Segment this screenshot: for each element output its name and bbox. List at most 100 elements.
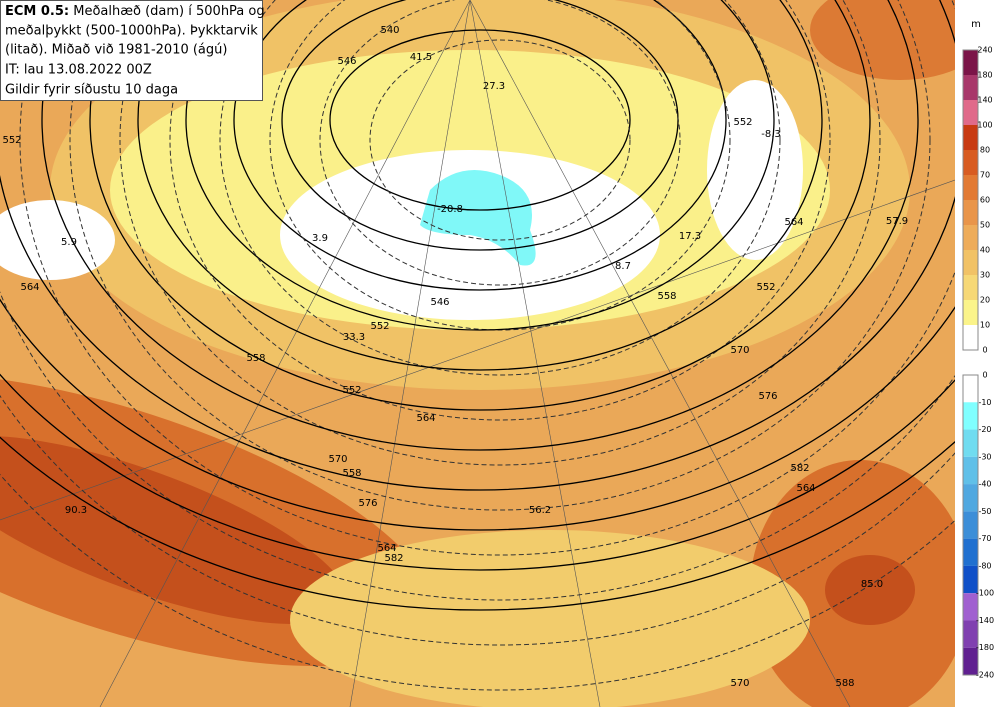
height-contour	[185, 0, 775, 331]
colorbar-tick-label: -20	[978, 425, 991, 434]
contour-label: 3.9	[312, 233, 328, 244]
contour-label: 576	[758, 391, 777, 402]
colorbar-tick-label: 60	[980, 196, 990, 205]
contour-label: 27.3	[483, 81, 505, 92]
colorbar-segment	[963, 484, 978, 512]
colorbar-segment	[963, 402, 978, 430]
model: ECM 0.5:	[5, 4, 69, 19]
meridian	[469, 0, 851, 707]
colorbar-segment	[963, 538, 978, 566]
colorbar-frame	[962, 374, 979, 676]
thickness-contour	[319, 0, 681, 286]
contour-label: 558	[657, 291, 676, 302]
contour-label: 57.9	[886, 216, 908, 227]
title-line: meðalþykkt (500-1000hPa). Þykktarvik	[5, 24, 258, 39]
title: ECM 0.5: Meðalhæð (dam) í 500hPa og	[5, 4, 265, 19]
contour-label: 56.2	[529, 505, 551, 516]
contour-label: 582	[790, 463, 809, 474]
valid-period: Gildir fyrir síðustu 10 daga	[5, 83, 178, 98]
anomaly-area	[825, 555, 915, 625]
height-contour	[41, 0, 919, 451]
contour-label: 582	[384, 553, 403, 564]
colorbar-segment	[963, 593, 978, 621]
title-box	[0, 0, 263, 101]
colorbar-segment	[963, 100, 978, 125]
colorbar-tick-label: -70	[978, 534, 991, 543]
colorbar-tick-label: -180	[976, 643, 994, 652]
contour-label: 564	[796, 483, 815, 494]
colorbar-segment	[963, 200, 978, 225]
meridian	[0, 179, 955, 521]
meridian	[469, 0, 601, 707]
height-contour	[233, 0, 727, 291]
contour-label: 558	[246, 353, 265, 364]
colorbar-segment	[963, 225, 978, 250]
height-contour	[0, 373, 955, 571]
colorbar-tick-label: 10	[980, 321, 990, 330]
meridian	[99, 0, 471, 707]
title-line: (litað). Miðað við 1981-2010 (ágú)	[5, 43, 227, 58]
contour-label: 570	[328, 454, 347, 465]
thickness-contour	[369, 39, 631, 241]
colorbar-tick-label: 20	[980, 296, 990, 305]
anomaly-area	[707, 80, 803, 260]
contour-label: 41.5	[410, 52, 432, 63]
thickness-contour	[0, 290, 955, 601]
anomaly-area	[0, 435, 348, 625]
colorbar-segment	[963, 565, 978, 594]
colorbar-tick-label: -140	[976, 616, 994, 625]
contour-label: 564	[416, 413, 435, 424]
contour-label: 85.0	[861, 579, 883, 590]
colorbar-tick-label: -100	[976, 589, 994, 598]
colorbar-segment	[963, 511, 978, 539]
colorbar-tick-label: 0	[982, 346, 987, 355]
height-contour	[0, 436, 955, 611]
colorbar-tick-label: 50	[980, 221, 990, 230]
anomaly-area	[290, 530, 810, 707]
colorbar-segment	[963, 300, 978, 325]
contour-label: 546	[430, 297, 449, 308]
init-time: IT: lau 13.08.2022 00Z	[5, 63, 152, 78]
contour-label: 564	[20, 282, 39, 293]
colorbar-segment	[963, 175, 978, 200]
colorbar-tick-label: -40	[978, 480, 991, 489]
contour-label: 564	[784, 217, 803, 228]
colorbar-segment	[963, 150, 978, 175]
contour-label: 570	[730, 345, 749, 356]
colorbar-tick-label: -80	[978, 561, 991, 570]
colorbar-tick-label: 180	[977, 71, 992, 80]
colorbar-tick-label: 140	[977, 96, 992, 105]
contour-label: -20.8	[437, 204, 463, 215]
height-contour	[137, 0, 823, 371]
contour-label: 552	[370, 321, 389, 332]
colorbar-segment	[963, 50, 978, 75]
thickness-contour	[69, 0, 931, 511]
contour-label: 546	[337, 56, 356, 67]
contour-label: 90.3	[65, 505, 87, 516]
thickness-contour	[169, 0, 831, 421]
colorbar-tick-label: 30	[980, 271, 990, 280]
colorbar-segment	[963, 375, 978, 403]
unit: m	[971, 19, 981, 30]
colorbar-segment	[963, 250, 978, 275]
height-contour	[0, 0, 955, 491]
contour-label: 552	[756, 282, 775, 293]
colorbar-tick-label: 240	[977, 46, 992, 55]
contour-label: 552	[342, 385, 361, 396]
colorbar-tick-label: 70	[980, 171, 990, 180]
colorbar-segment	[963, 620, 978, 648]
contour-label: 570	[730, 678, 749, 689]
contour-labels: 540 546 41.5 27.3 -8.3 552 552 -20.8 3.9 5.9 17.3 5…	[2, 25, 908, 689]
anomaly-area	[0, 200, 115, 280]
colorbar-tick-label: 100	[977, 121, 992, 130]
contour-label: 8.7	[615, 261, 631, 272]
colorbar-tick-label: -240	[976, 671, 994, 680]
contour-label: 552	[733, 117, 752, 128]
height-contour	[0, 298, 955, 531]
anomaly-area	[420, 170, 536, 266]
colorbar-tick-label: -10	[978, 398, 991, 407]
colorbar: m 240180140100807060504030201000-10-20-3…	[962, 19, 994, 680]
